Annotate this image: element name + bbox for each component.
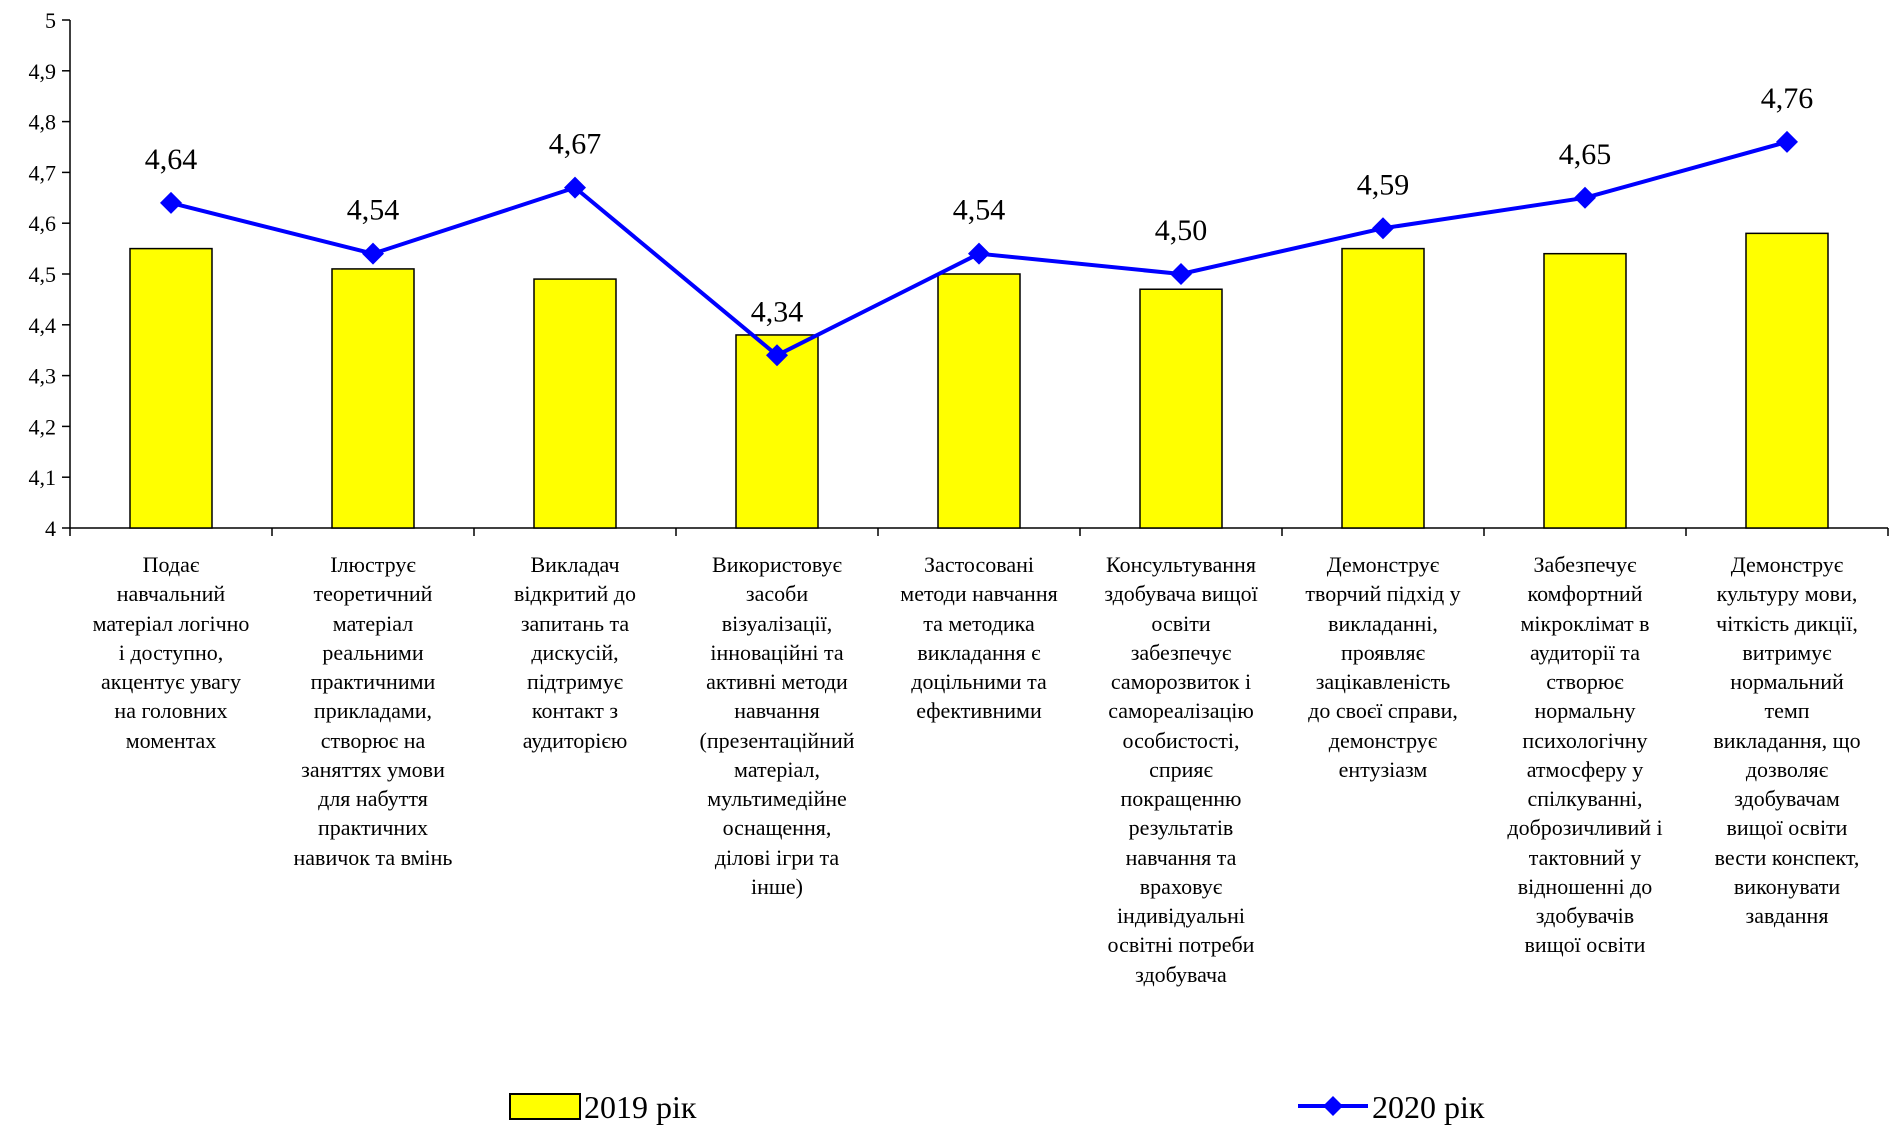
legend: 2019 рік 2020 рік	[509, 1089, 1485, 1125]
legend-label-2020: 2020 рік	[1372, 1089, 1485, 1125]
x-category-label: Застосовані методи навчання та методика …	[900, 552, 1058, 724]
data-label-2020: 4,50	[1155, 214, 1208, 247]
x-category-label: Консультування здобувача вищої освіти за…	[1104, 552, 1258, 987]
bar-2019	[1745, 232, 1829, 529]
point-2020	[968, 242, 990, 265]
point-2020	[1170, 263, 1192, 285]
y-tick-label: 4,5	[29, 262, 57, 287]
bar-2019	[129, 247, 213, 529]
y-tick-label: 4,9	[29, 59, 57, 84]
bar-2019	[1139, 288, 1223, 529]
data-label-2020: 4,67	[549, 128, 602, 161]
line-2020	[160, 130, 1798, 367]
y-tick-label: 4,1	[29, 465, 57, 490]
bar-2019	[1341, 247, 1425, 529]
y-tick-label: 4,4	[29, 313, 57, 338]
point-2020	[1574, 186, 1596, 209]
legend-swatch-2019	[509, 1093, 581, 1120]
data-label-2020: 4,65	[1559, 138, 1612, 171]
legend-marker-2020	[1323, 1096, 1343, 1116]
point-2020	[766, 344, 788, 367]
data-label-2020: 4,76	[1761, 82, 1814, 115]
data-label-2020: 4,34	[751, 295, 804, 328]
x-category-label: Забезпечує комфортний мікроклімат в ауди…	[1507, 552, 1663, 958]
x-category-label: Демонструє творчий підхід у викладанні, …	[1305, 552, 1461, 782]
point-2020	[1776, 130, 1798, 153]
y-tick-label: 4,8	[29, 110, 57, 135]
data-label-2020: 4,54	[347, 194, 400, 227]
bar-2019	[1543, 252, 1627, 529]
bar-2019	[533, 278, 617, 529]
point-2020	[362, 242, 384, 265]
x-category-label: Демонструє культуру мови, чіткість дикці…	[1713, 552, 1861, 928]
bar-2019	[937, 273, 1021, 529]
data-label-2020: 4,54	[953, 194, 1006, 227]
legend-label-2019: 2019 рік	[584, 1089, 697, 1125]
x-category-label: Використовує засоби візуалізації, іннова…	[699, 552, 855, 899]
y-tick-label: 4,2	[29, 414, 57, 439]
bars-2019	[129, 232, 1829, 529]
point-2020	[1372, 217, 1394, 240]
x-category-label: Викладач відкритий до запитань та дискус…	[513, 552, 636, 753]
point-2020	[564, 176, 586, 199]
point-2020	[160, 191, 182, 214]
x-category-label: Ілюструє теоретичний матеріал реальними …	[293, 552, 453, 870]
bar-2019	[735, 334, 819, 529]
x-category-label: Подає навчальний матеріал логічно і дост…	[92, 552, 250, 753]
y-tick-label: 4	[45, 516, 56, 541]
bar-2019	[331, 268, 415, 529]
data-label-2020: 4,64	[145, 143, 198, 176]
y-tick-label: 4,6	[29, 211, 57, 236]
data-labels: 4,64 4,54 4,67 4,34 4,54 4,50 4,59 4,65 4,76	[145, 82, 1814, 328]
y-tick-label: 4,7	[29, 160, 57, 185]
y-tick-label: 5	[45, 8, 56, 33]
data-label-2020: 4,59	[1357, 168, 1410, 201]
y-tick-label: 4,3	[29, 364, 57, 389]
